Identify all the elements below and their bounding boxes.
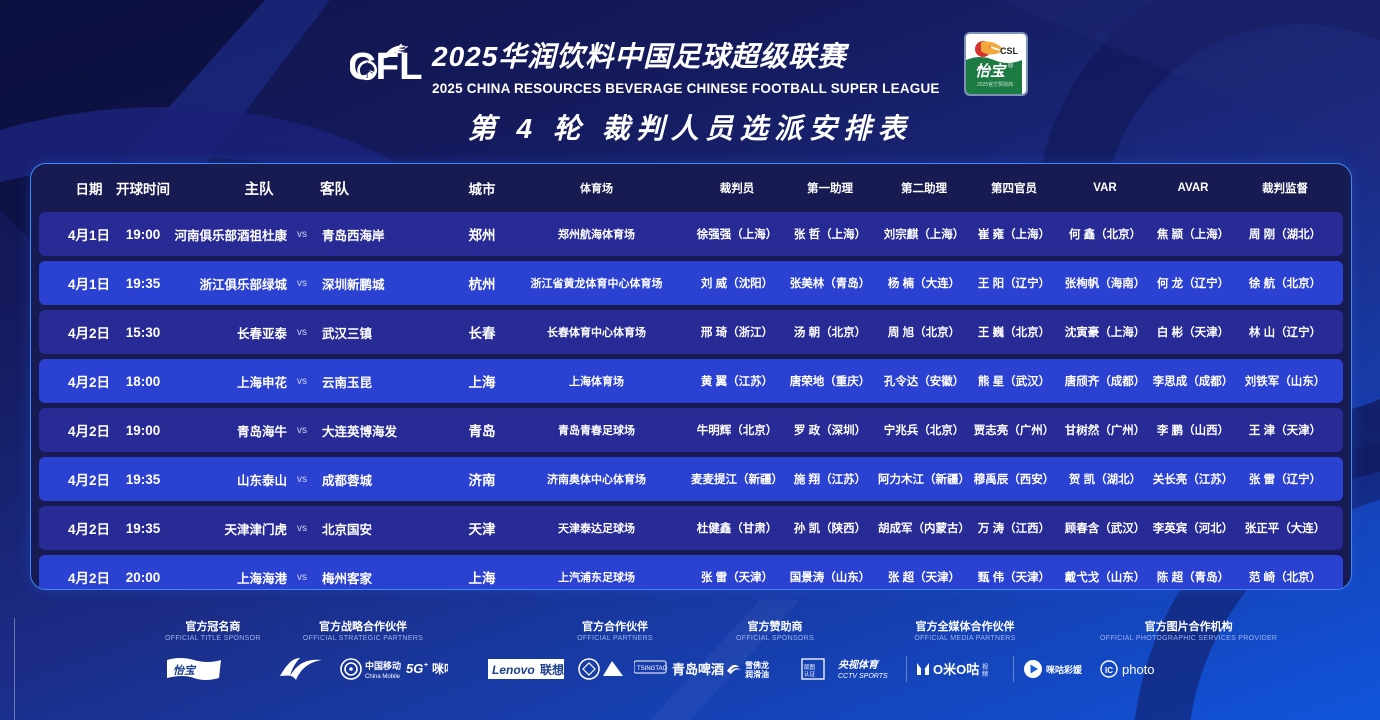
svg-text:O米O咕: O米O咕 bbox=[933, 662, 979, 677]
svg-text:咪咕彩媛: 咪咕彩媛 bbox=[1046, 664, 1083, 675]
svg-text:认证: 认证 bbox=[804, 670, 816, 678]
svg-text:咪咕: 咪咕 bbox=[432, 661, 448, 676]
svg-text:联想: 联想 bbox=[540, 662, 564, 677]
svg-text:TSINGTAO: TSINGTAO bbox=[637, 666, 668, 672]
svg-text:频: 频 bbox=[982, 670, 988, 678]
svg-text:怡宝: 怡宝 bbox=[975, 62, 1007, 80]
svg-text:CSL: CSL bbox=[1000, 46, 1019, 56]
svg-text:Lenovo: Lenovo bbox=[492, 663, 535, 677]
svg-text:2025官方赞助商: 2025官方赞助商 bbox=[977, 81, 1013, 88]
svg-text:央视体育: 央视体育 bbox=[838, 659, 880, 671]
svg-text:润滑油: 润滑油 bbox=[745, 669, 769, 679]
svg-text:怡宝: 怡宝 bbox=[173, 664, 197, 677]
svg-text:雪佛龙: 雪佛龙 bbox=[745, 660, 769, 670]
svg-text:版图: 版图 bbox=[804, 663, 816, 671]
svg-text:青岛啤酒: 青岛啤酒 bbox=[672, 662, 724, 677]
svg-text:+: + bbox=[424, 662, 428, 669]
svg-text:photo: photo bbox=[1122, 662, 1155, 677]
svg-text:视: 视 bbox=[982, 663, 988, 671]
svg-text:IC: IC bbox=[1105, 666, 1113, 675]
svg-text:®: ® bbox=[1008, 62, 1014, 70]
svg-text:5G: 5G bbox=[406, 661, 423, 676]
svg-text:CCTV SPORTS: CCTV SPORTS bbox=[838, 673, 888, 680]
svg-text:China Mobile: China Mobile bbox=[365, 674, 401, 680]
svg-text:中国移动: 中国移动 bbox=[365, 660, 401, 671]
